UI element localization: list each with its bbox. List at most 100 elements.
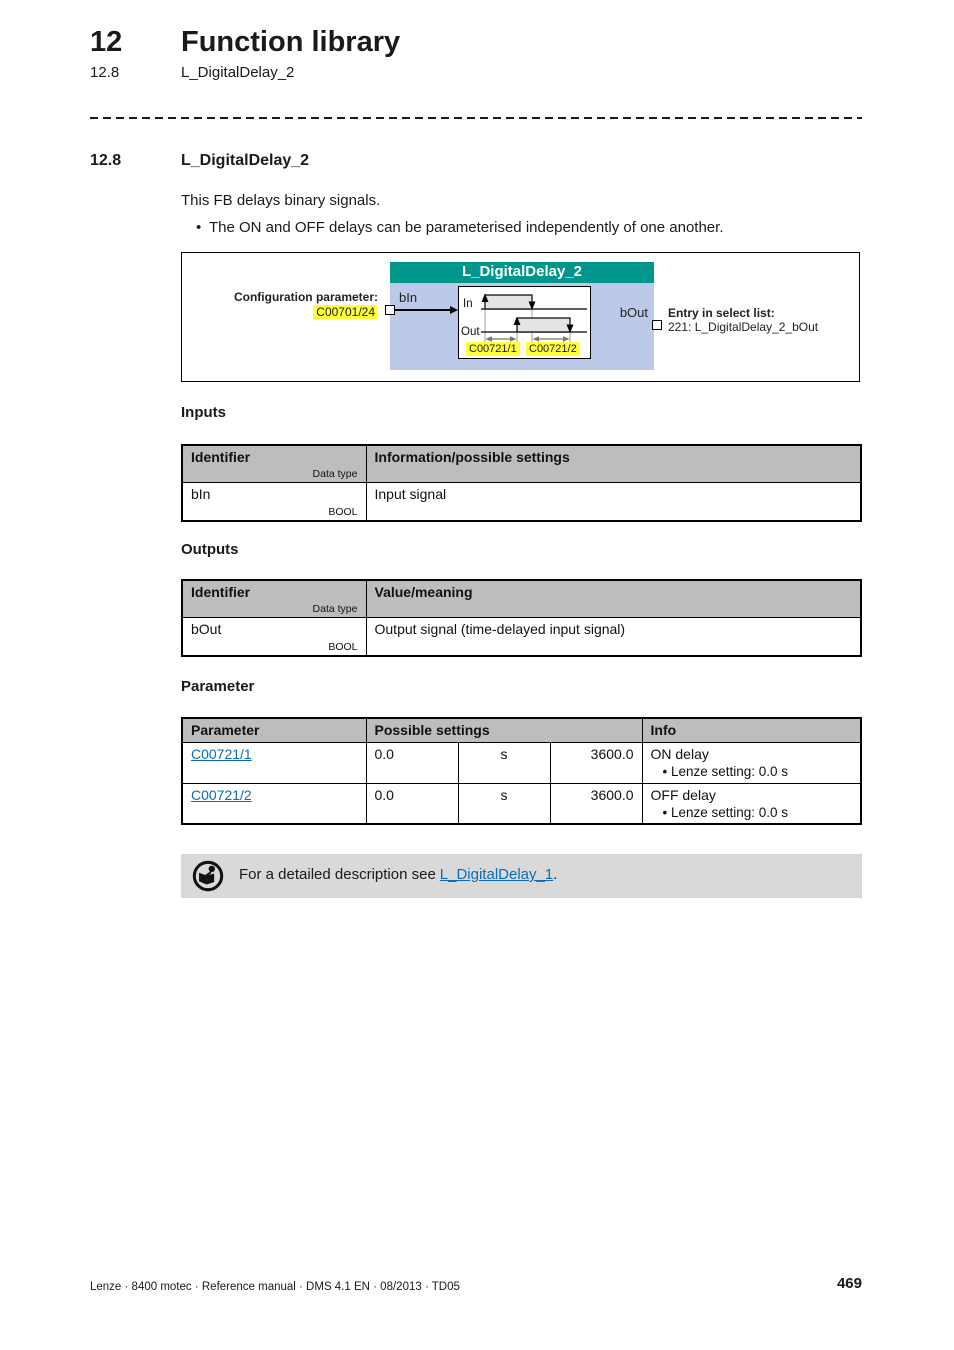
- inputs-col-info-label: Information/possible settings: [374, 449, 570, 465]
- chapter-title: Function library: [181, 26, 401, 58]
- inputs-col-info: Information/possible settings: [365, 444, 862, 483]
- on-delay-dim-right: [510, 336, 517, 342]
- on-delay-param-label: C00721/1: [466, 342, 520, 356]
- parameter-heading: Parameter: [181, 678, 255, 695]
- outputs-col-identifier: Identifier Data type: [181, 579, 367, 618]
- inputs-col-datatype-label: Data type: [312, 468, 358, 480]
- section-title: L_DigitalDelay_2: [181, 152, 310, 169]
- input-identifier: bIn: [191, 486, 211, 502]
- wave-in-label: In: [463, 298, 473, 310]
- bin-wire-arrowhead: [450, 305, 458, 314]
- param-cell-code: C00721/2: [181, 782, 367, 825]
- timing-diagram-box: In Out C00721/1 C00721/2: [458, 286, 591, 359]
- bin-wire: [395, 309, 453, 311]
- out-rise-arrow: [513, 316, 521, 325]
- config-parameter-highlight: C00701/24: [313, 305, 378, 319]
- page-number: 469: [836, 1275, 862, 1292]
- param-cell-info: ON delay • Lenze setting: 0.0 s: [641, 741, 862, 784]
- outputs-cell-info: Output signal (time-delayed input signal…: [365, 617, 862, 657]
- pin-bout-label: bOut: [619, 305, 648, 320]
- param-col-info: Info: [641, 717, 862, 743]
- config-parameter-label: Configuration parameter:: [233, 290, 378, 304]
- output-identifier: bOut: [191, 621, 222, 637]
- inputs-row: bIn BOOL Input signal: [181, 482, 862, 522]
- function-block-diagram: Configuration parameter: C00701/24 L_Dig…: [181, 252, 860, 382]
- param-cell-min: 0.0: [365, 782, 459, 825]
- bullet-text: The ON and OFF delays can be parameteris…: [209, 219, 724, 236]
- off-delay-param-label: C00721/2: [526, 342, 580, 356]
- outputs-col-info-label: Value/meaning: [374, 584, 473, 600]
- inputs-header-row: Identifier Data type Information/possibl…: [181, 444, 862, 483]
- param-cell-info: OFF delay • Lenze setting: 0.0 s: [641, 782, 862, 825]
- param-info-title: ON delay: [650, 745, 709, 762]
- select-list-label: Entry in select list:: [668, 306, 775, 320]
- in-rise-arrow: [481, 293, 489, 302]
- parameter-row: C00721/1 0.0 s 3600.0 ON delay • Lenze s…: [181, 741, 862, 784]
- footer-text: Lenze · 8400 motec · Reference manual · …: [90, 1281, 460, 1293]
- parameter-table: Parameter Possible settings Info C00721/…: [181, 717, 862, 825]
- chapter-number: 12: [90, 26, 123, 58]
- outputs-col-info: Value/meaning: [365, 579, 862, 618]
- off-delay-dim-left: [532, 336, 539, 342]
- parameter-link[interactable]: C00721/2: [191, 786, 252, 803]
- note-text-before: For a detailed description see: [239, 866, 436, 883]
- bullet-marker: •: [196, 219, 202, 236]
- out-pulse: [516, 317, 571, 333]
- section-bullet: • The ON and OFF delays can be parameteri…: [196, 219, 723, 236]
- wave-out-label: Out: [461, 326, 480, 338]
- header-section-title: L_DigitalDelay_2: [181, 64, 295, 81]
- param-info-detail: • Lenze setting: 0.0 s: [662, 763, 789, 779]
- output-datatype: BOOL: [328, 641, 358, 653]
- config-parameter-value: C00701/24: [196, 305, 378, 319]
- param-col-parameter: Parameter: [181, 717, 367, 743]
- inputs-col-identifier-label: Identifier: [191, 449, 251, 465]
- outputs-heading: Outputs: [181, 541, 239, 558]
- section-intro: This FB delays binary signals.: [181, 192, 381, 209]
- inputs-heading: Inputs: [181, 404, 226, 421]
- param-info-detail: • Lenze setting: 0.0 s: [662, 804, 789, 820]
- param-cell-max: 3600.0: [549, 782, 643, 825]
- inputs-table: Identifier Data type Information/possibl…: [181, 444, 862, 522]
- note-text-after: .: [553, 866, 558, 883]
- input-datatype: BOOL: [328, 506, 358, 518]
- outputs-col-datatype-label: Data type: [312, 603, 358, 615]
- note-text: For a detailed description see L_DigitalD…: [239, 866, 557, 883]
- parameter-link[interactable]: C00721/1: [191, 745, 252, 762]
- out-fall-arrow: [566, 324, 574, 333]
- section-number: 12.8: [90, 152, 122, 169]
- outputs-header-row: Identifier Data type Value/meaning: [181, 579, 862, 618]
- dashed-divider: [90, 117, 862, 119]
- off-delay-dim-right: [563, 336, 570, 342]
- in-pulse: [484, 294, 533, 310]
- param-cell-max: 3600.0: [549, 741, 643, 784]
- param-cell-min: 0.0: [365, 741, 459, 784]
- param-cell-unit: s: [457, 782, 551, 825]
- bout-connector-square: [652, 320, 662, 330]
- inputs-cell-identifier: bIn BOOL: [181, 482, 367, 522]
- inputs-cell-info: Input signal: [365, 482, 862, 522]
- param-col-settings: Possible settings: [365, 717, 643, 743]
- output-info: Output signal (time-delayed input signal…: [374, 621, 626, 637]
- parameter-header-row: Parameter Possible settings Info: [181, 717, 862, 743]
- pin-bin-label: bIn: [399, 290, 418, 305]
- fb-title: L_DigitalDelay_2: [390, 262, 654, 283]
- on-delay-dim-left: [485, 336, 492, 342]
- param-info-title: OFF delay: [650, 786, 716, 803]
- outputs-table: Identifier Data type Value/meaning bOut …: [181, 579, 862, 657]
- param-cell-code: C00721/1: [181, 741, 367, 784]
- outputs-row: bOut BOOL Output signal (time-delayed in…: [181, 617, 862, 657]
- note-link[interactable]: L_DigitalDelay_1: [439, 866, 554, 883]
- param-cell-unit: s: [457, 741, 551, 784]
- in-fall-arrow: [528, 301, 536, 310]
- header-section-number: 12.8: [90, 64, 120, 81]
- outputs-col-identifier-label: Identifier: [191, 584, 251, 600]
- select-list-entry: 221: L_DigitalDelay_2_bOut: [668, 320, 819, 334]
- inputs-col-identifier: Identifier Data type: [181, 444, 367, 483]
- note-bar: For a detailed description see L_DigitalD…: [181, 854, 862, 898]
- input-info: Input signal: [374, 486, 447, 502]
- read-manual-icon: [192, 860, 224, 892]
- parameter-row: C00721/2 0.0 s 3600.0 OFF delay • Lenze …: [181, 782, 862, 825]
- bin-connector-square: [385, 305, 395, 315]
- timing-diagram: In Out: [461, 293, 587, 342]
